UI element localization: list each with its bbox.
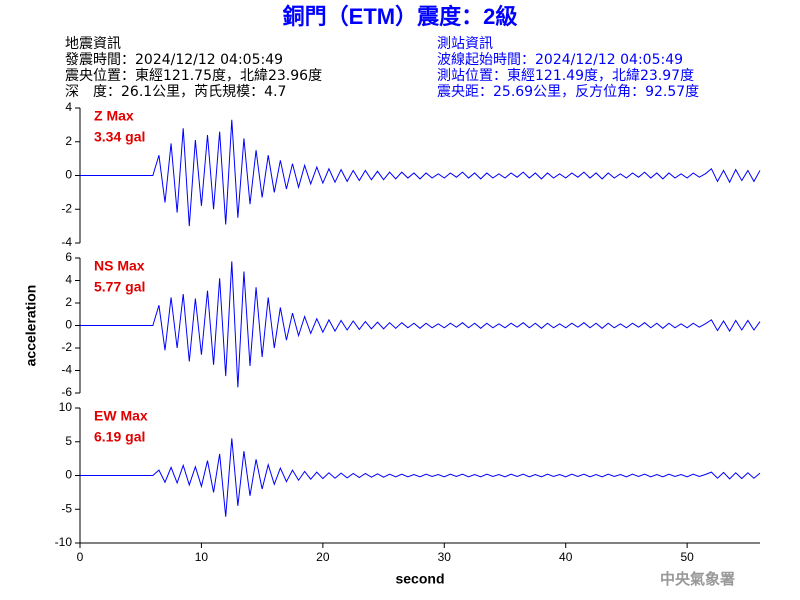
y-tick-label: -6 [61, 385, 72, 399]
y-tick-label: 0 [65, 168, 72, 182]
footer: 中央氣象署 [660, 570, 735, 588]
waveform [80, 261, 761, 388]
x-tick-label: 0 [77, 550, 84, 564]
max-value-label: 5.77 gal [94, 279, 145, 295]
y-tick-label: 0 [65, 468, 72, 482]
y-tick-label: -5 [61, 501, 72, 515]
y-tick-label: -4 [61, 235, 72, 249]
max-label: EW Max [94, 408, 148, 424]
header-right-line: 測站位置：東經121.49度，北緯23.97度 [437, 68, 694, 84]
y-axis-label: acceleration [23, 285, 39, 367]
y-tick-label: 4 [65, 100, 72, 114]
y-tick-label: -2 [61, 201, 72, 215]
x-tick-label: 20 [316, 550, 330, 564]
header-right-line: 波線起始時間：2024/12/12 04:05:49 [437, 52, 683, 68]
chart-title: 銅門（ETM）震度：2級 [283, 4, 518, 29]
x-tick-label: 50 [680, 550, 694, 564]
y-tick-label: 4 [65, 273, 72, 287]
x-tick-label: 40 [559, 550, 573, 564]
header-left-line: 深 度：26.1公里，芮氏規模：4.7 [65, 83, 286, 100]
x-axis-label: second [395, 571, 444, 587]
max-label: Z Max [94, 108, 134, 124]
y-tick-label: 5 [65, 434, 72, 448]
y-tick-label: -10 [55, 535, 73, 549]
header-left-line: 發震時間：2024/12/12 04:05:49 [65, 52, 283, 68]
y-tick-label: 2 [65, 295, 72, 309]
waveform [80, 119, 761, 227]
y-tick-label: 0 [65, 318, 72, 332]
header-right-line: 測站資訊 [437, 36, 493, 52]
max-label: NS Max [94, 258, 145, 274]
header-left-line: 震央位置：東經121.75度，北緯23.96度 [65, 68, 322, 84]
y-tick-label: -4 [61, 363, 72, 377]
y-tick-label: -2 [61, 340, 72, 354]
y-tick-label: 6 [65, 250, 72, 264]
y-tick-label: 10 [59, 400, 73, 414]
max-value-label: 3.34 gal [94, 129, 145, 145]
x-tick-label: 30 [438, 550, 452, 564]
y-tick-label: 2 [65, 134, 72, 148]
waveform [80, 438, 761, 517]
header-right-line: 震央距：25.69公里，反方位角：92.57度 [437, 84, 699, 100]
max-value-label: 6.19 gal [94, 429, 145, 445]
header-left-line: 地震資訊 [65, 36, 121, 52]
x-tick-label: 10 [195, 550, 209, 564]
